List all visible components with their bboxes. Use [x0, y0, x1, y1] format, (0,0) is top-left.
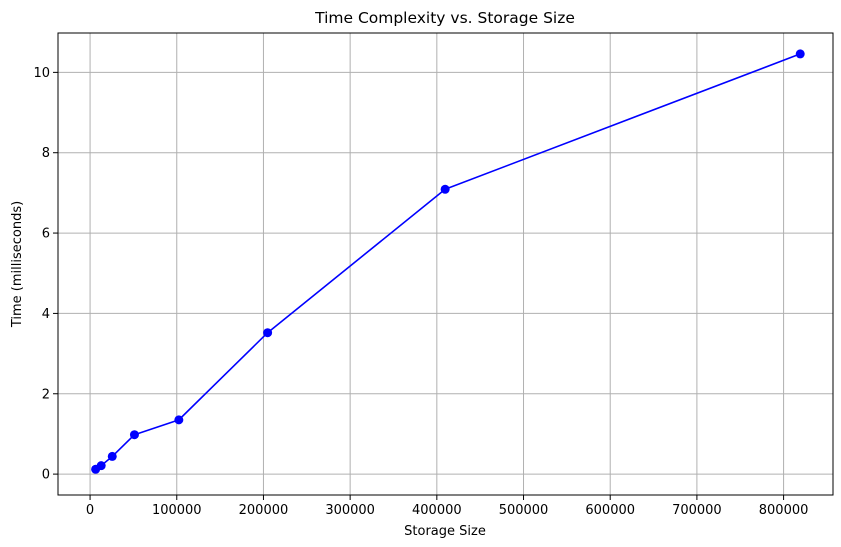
x-tick-label: 200000	[239, 503, 289, 518]
data-point	[263, 328, 273, 338]
x-tick-label: 300000	[325, 503, 375, 518]
x-tick-label: 500000	[499, 503, 549, 518]
chart-title: Time Complexity vs. Storage Size	[314, 9, 575, 27]
y-tick-label: 0	[42, 468, 50, 483]
data-point	[174, 415, 184, 425]
x-tick-label: 100000	[152, 503, 202, 518]
y-axis-ticks: 0 2 4 6 8 10	[33, 66, 58, 483]
y-tick-label: 10	[33, 66, 50, 81]
series-points	[91, 49, 805, 474]
x-tick-label: 400000	[412, 503, 462, 518]
x-tick-label: 800000	[759, 503, 809, 518]
data-point	[96, 461, 106, 471]
data-point	[795, 49, 805, 59]
y-tick-label: 4	[42, 307, 50, 322]
y-tick-label: 2	[42, 387, 50, 402]
x-axis-label: Storage Size	[404, 524, 486, 539]
x-axis-ticks: 0 100000 200000 300000 400000 500000 600000 700…	[86, 495, 808, 518]
data-point	[440, 184, 450, 194]
data-point	[107, 451, 117, 461]
y-tick-label: 8	[42, 146, 50, 161]
x-tick-label: 700000	[672, 503, 722, 518]
y-tick-label: 6	[42, 227, 50, 242]
y-axis-label: Time (milliseconds)	[10, 201, 25, 328]
plot-frame	[57, 32, 834, 496]
data-point	[129, 430, 139, 440]
x-tick-label: 600000	[585, 503, 635, 518]
grid	[58, 33, 833, 495]
x-tick-label: 0	[86, 503, 94, 518]
